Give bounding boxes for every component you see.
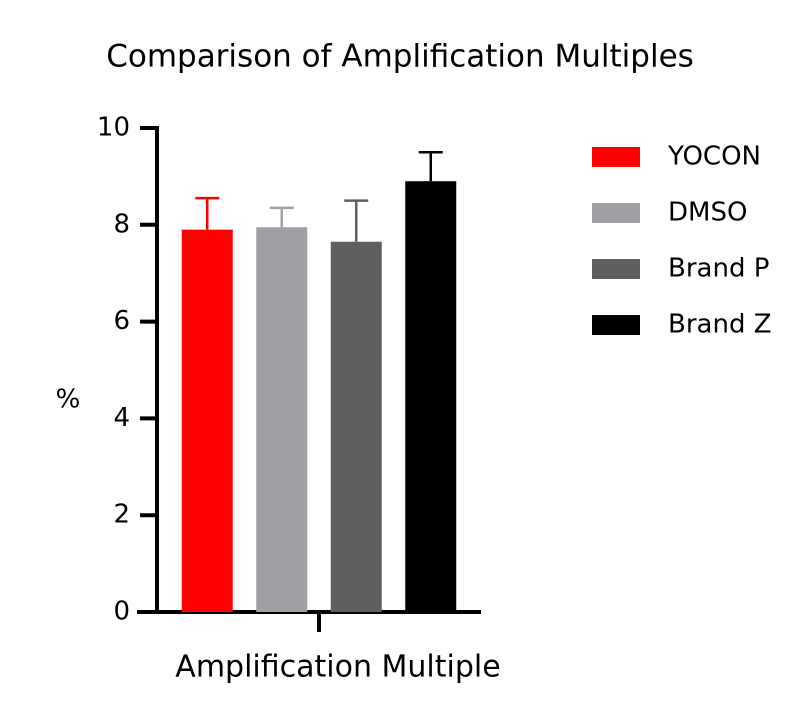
legend-label: DMSO (668, 198, 747, 228)
legend-swatch (592, 315, 640, 335)
legend-swatch (592, 203, 640, 223)
y-tick-label: 4 (113, 403, 130, 433)
x-axis-title: Amplification Multiple (175, 650, 500, 685)
y-tick-label: 10 (97, 113, 130, 143)
y-tick-label: 2 (113, 500, 130, 530)
legend-swatch (592, 259, 640, 279)
legend-label: YOCON (667, 142, 761, 172)
y-tick-label: 8 (113, 209, 130, 239)
chart-title: Comparison of Amplification Multiples (106, 39, 694, 75)
bar (256, 227, 308, 612)
error-bar (344, 199, 369, 242)
error-bar (269, 206, 294, 228)
error-bar (195, 196, 220, 230)
y-tick-label: 0 (113, 597, 130, 627)
error-bar (418, 150, 443, 182)
y-tick-label: 6 (113, 306, 130, 336)
legend-label: Brand P (668, 254, 769, 284)
bar (181, 229, 233, 612)
legend-swatch (592, 147, 640, 167)
legend-label: Brand Z (668, 310, 772, 340)
y-axis-title: % (56, 385, 81, 415)
bar (330, 241, 382, 613)
bar (405, 181, 457, 613)
